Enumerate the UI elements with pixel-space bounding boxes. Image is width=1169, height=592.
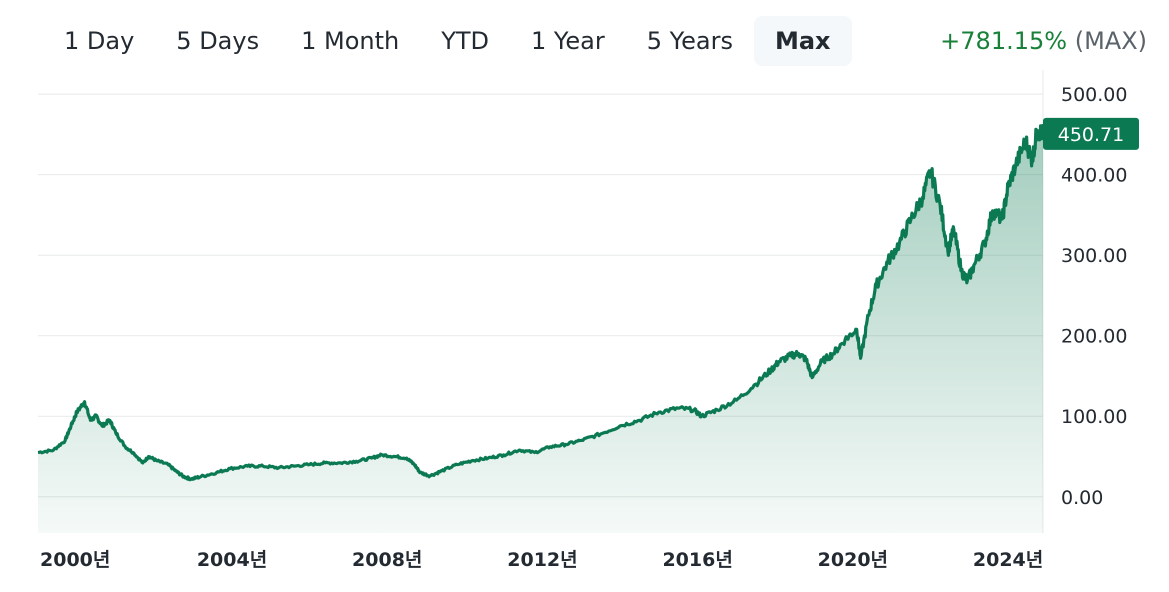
range-tab-max[interactable]: Max (753, 16, 852, 66)
y-tick-label: 0.00 (1061, 487, 1103, 509)
range-tab-1-month[interactable]: 1 Month (301, 27, 400, 55)
range-tab-ytd[interactable]: YTD (441, 27, 490, 55)
range-tab-5-days[interactable]: 5 Days (176, 27, 260, 55)
area-path (38, 125, 1043, 533)
x-tick-label: 2024년 (973, 549, 1043, 571)
range-tab-1-year[interactable]: 1 Year (531, 27, 605, 55)
x-tick-label: 2008년 (352, 549, 422, 571)
last-value-background (1043, 117, 1139, 150)
y-tick-label: 200.00 (1061, 326, 1127, 348)
change-period: (MAX) (1074, 27, 1147, 55)
range-selector: 1 Day 5 Days 1 Month YTD 1 Year 5 Years … (38, 16, 852, 66)
x-tick-label: 2012년 (507, 549, 577, 571)
x-tick-label: 2000년 (40, 549, 110, 571)
last-value-text: 450.71 (1058, 124, 1124, 146)
last-value-badge: 450.71 (1043, 117, 1139, 150)
y-tick-label: 300.00 (1061, 245, 1127, 267)
range-tab-1-day[interactable]: 1 Day (64, 27, 135, 55)
x-axis-ticks: 2000년 2004년 2008년 2012년 2016년 2020년 2024년 (40, 549, 1043, 571)
y-tick-label: 500.00 (1061, 84, 1127, 106)
price-line (37, 124, 1045, 482)
range-tab-5-years[interactable]: 5 Years (646, 27, 733, 55)
price-chart[interactable]: 500.00 400.00 300.00 200.00 100.00 0.00 2000년… (0, 70, 1169, 592)
period-change: +781.15% (MAX) (940, 16, 1147, 66)
x-tick-label: 2016년 (662, 549, 732, 571)
change-percent: +781.15% (940, 27, 1068, 55)
series-line (37, 124, 1045, 482)
x-tick-label: 2004년 (197, 549, 267, 571)
y-axis-ticks: 500.00 400.00 300.00 200.00 100.00 0.00 (1061, 84, 1127, 509)
area-fill (38, 125, 1043, 533)
y-tick-label: 100.00 (1061, 406, 1127, 428)
y-tick-label: 400.00 (1061, 165, 1127, 187)
x-tick-label: 2020년 (818, 549, 888, 571)
